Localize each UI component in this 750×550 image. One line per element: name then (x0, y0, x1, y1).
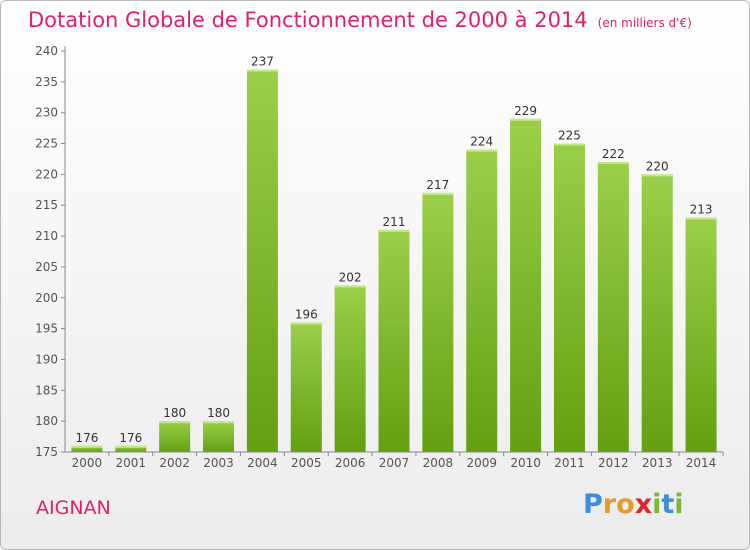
y-tick-label: 190 (35, 352, 58, 366)
bar-top-highlight (466, 149, 498, 152)
x-tick-label: 2004 (247, 456, 278, 470)
x-tick-label: 2002 (159, 456, 190, 470)
data-label: 202 (339, 270, 362, 284)
logo-letter: P (583, 489, 603, 520)
bar-series: 176 176 180 180 237 196 202 211 217 224 229 225 222 2… (71, 55, 717, 453)
bar-2002 (159, 421, 191, 452)
bar-2008 (422, 192, 454, 452)
x-tick-label: 2012 (598, 456, 629, 470)
data-label: 229 (514, 104, 537, 118)
bar-2005 (290, 322, 322, 452)
bar-top-highlight (290, 322, 322, 325)
bar-2006 (334, 285, 366, 452)
data-label: 176 (119, 431, 142, 445)
y-tick-label: 220 (35, 167, 58, 181)
bar-top-highlight (71, 445, 103, 448)
data-label: 225 (558, 129, 581, 143)
bar-top-highlight (597, 162, 629, 165)
bar-2013 (641, 174, 673, 452)
y-tick-label: 185 (35, 383, 58, 397)
logo-letter: o (616, 489, 635, 520)
data-label: 224 (470, 135, 493, 149)
x-tick-label: 2006 (335, 456, 366, 470)
x-tick-label: 2007 (379, 456, 410, 470)
x-tick-label: 2014 (686, 456, 717, 470)
y-axis: 175 180 185 190 195 200 205 210 215 220 225 230 235 2… (35, 44, 66, 459)
bar-top-highlight (334, 285, 366, 288)
data-label: 176 (75, 431, 98, 445)
data-label: 213 (690, 203, 713, 217)
bar-top-highlight (553, 143, 585, 146)
y-tick-label: 210 (35, 229, 58, 243)
bar-top-highlight (510, 118, 542, 121)
chart-title: Dotation Globale de Fonctionnement de 20… (28, 8, 588, 32)
x-axis: 2000 2001 2002 2003 2004 2005 2006 2007 2008 2009… (65, 451, 724, 470)
data-label: 217 (426, 178, 449, 192)
y-tick-label: 205 (35, 260, 58, 274)
bar-top-highlight (685, 217, 717, 220)
x-tick-label: 2000 (72, 456, 103, 470)
x-tick-label: 2013 (642, 456, 673, 470)
y-tick-label: 180 (35, 414, 58, 428)
bar-top-highlight (115, 445, 147, 448)
y-tick-label: 195 (35, 322, 58, 336)
bar-2003 (203, 421, 235, 452)
bar-top-highlight (246, 69, 278, 72)
y-tick-label: 240 (35, 44, 58, 58)
data-label: 180 (163, 406, 186, 420)
y-tick-label: 230 (35, 106, 58, 120)
bar-2009 (466, 149, 498, 452)
bar-2007 (378, 229, 410, 452)
bar-top-highlight (422, 192, 454, 195)
x-tick-label: 2003 (203, 456, 234, 470)
y-tick-label: 235 (35, 75, 58, 89)
x-tick-label: 2008 (423, 456, 454, 470)
data-label: 237 (251, 55, 274, 69)
logo-letter: r (602, 489, 617, 520)
data-label: 180 (207, 406, 230, 420)
y-tick-label: 175 (35, 445, 58, 459)
x-tick-label: 2001 (116, 456, 147, 470)
y-tick-label: 215 (35, 198, 58, 212)
commune-name: AIGNAN (36, 497, 111, 519)
bar-2014 (685, 217, 717, 452)
data-label: 211 (383, 215, 406, 229)
bar-top-highlight (203, 421, 235, 424)
data-label: 196 (295, 307, 318, 321)
logo-letter: i (674, 489, 684, 520)
proxiti-logo: Proxiti (583, 489, 684, 520)
x-tick-label: 2010 (510, 456, 541, 470)
bar-2011 (553, 143, 585, 453)
x-tick-label: 2005 (291, 456, 322, 470)
bar-2004 (246, 69, 278, 452)
bar-top-highlight (378, 229, 410, 232)
x-tick-label: 2009 (466, 456, 497, 470)
logo-letter: x (634, 489, 653, 520)
y-tick-label: 225 (35, 137, 58, 151)
logo-letter: i (652, 489, 662, 520)
data-label: 222 (602, 147, 625, 161)
x-tick-label: 2011 (554, 456, 585, 470)
data-label: 220 (646, 159, 669, 173)
bar-2012 (597, 162, 629, 453)
bar-2000 (71, 445, 103, 452)
chart-title-block: Dotation Globale de Fonctionnement de 20… (28, 8, 692, 32)
bar-top-highlight (641, 174, 673, 177)
bar-top-highlight (159, 421, 191, 424)
bar-2001 (115, 445, 147, 452)
logo-letter: t (661, 489, 675, 520)
y-tick-label: 200 (35, 291, 58, 305)
chart-subtitle: (en milliers d'€) (597, 16, 692, 30)
bar-2010 (510, 118, 542, 452)
